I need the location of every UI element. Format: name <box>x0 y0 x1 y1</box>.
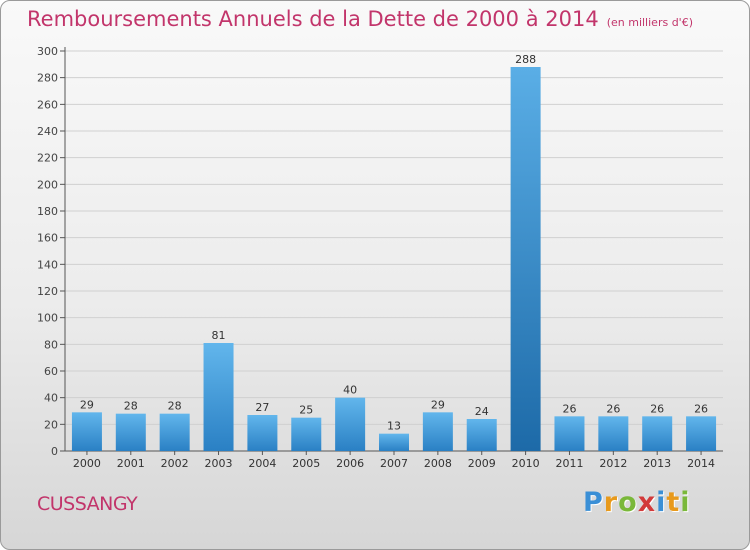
data-label-2008: 29 <box>431 398 445 411</box>
y-tick-label: 40 <box>44 392 58 405</box>
x-tick-label-2003: 2003 <box>205 457 233 470</box>
data-label-2009: 24 <box>475 405 489 418</box>
logo-letter: i <box>656 487 667 518</box>
bar-2007 <box>379 433 409 451</box>
y-tick-label: 180 <box>37 205 58 218</box>
title-text: Remboursements Annuels de la Dette de 20… <box>27 7 599 31</box>
bar-2006 <box>335 397 366 451</box>
data-label-2012: 26 <box>606 402 620 415</box>
bar-2002 <box>159 413 190 451</box>
x-tick-label-2010: 2010 <box>512 457 540 470</box>
bar-2005 <box>291 417 322 451</box>
axes: 0 20 40 60 80 100 120 140 160 180 200 220 240 260 280 3… <box>37 45 723 470</box>
x-tick-label-2007: 2007 <box>380 457 408 470</box>
bar-2009 <box>466 419 497 451</box>
data-label-2013: 26 <box>650 402 664 415</box>
logo-letter: x <box>637 487 657 518</box>
bar-2011 <box>554 416 585 451</box>
bar-2008 <box>422 412 453 451</box>
data-label-2011: 26 <box>562 402 576 415</box>
x-tick-label-2012: 2012 <box>599 457 627 470</box>
x-tick-label-2008: 2008 <box>424 457 452 470</box>
y-tick-label: 0 <box>51 445 58 458</box>
data-label-2014: 26 <box>694 402 708 415</box>
x-tick-label-2011: 2011 <box>555 457 583 470</box>
proxiti-logo: Proxiti <box>583 487 691 518</box>
data-labels: 29 28 28 81 27 25 40 13 29 24 288 26 26 26 26 <box>80 53 708 433</box>
bar-2004 <box>247 415 278 451</box>
y-tick-label: 200 <box>37 178 58 191</box>
logo-letter: P <box>583 487 604 518</box>
data-label-2006: 40 <box>343 384 357 397</box>
logo-letter: i <box>680 487 691 518</box>
data-label-2000: 29 <box>80 398 94 411</box>
y-tick-label: 140 <box>37 258 58 271</box>
data-label-2002: 28 <box>168 400 182 413</box>
bar-2013 <box>642 416 673 451</box>
y-tick-label: 20 <box>44 418 58 431</box>
data-label-2004: 27 <box>255 401 269 414</box>
y-tick-label: 220 <box>37 152 58 165</box>
x-tick-label-2013: 2013 <box>643 457 671 470</box>
y-tick-label: 260 <box>37 98 58 111</box>
grid-lines <box>65 50 723 425</box>
chart-title: Remboursements Annuels de la Dette de 20… <box>27 7 693 31</box>
x-tick-label-2009: 2009 <box>468 457 496 470</box>
data-label-2001: 28 <box>124 400 138 413</box>
data-label-2005: 25 <box>299 404 313 417</box>
data-label-2003: 81 <box>212 329 226 342</box>
x-tick-label-2006: 2006 <box>336 457 364 470</box>
x-tick-label-2001: 2001 <box>117 457 145 470</box>
bar-2001 <box>115 413 146 451</box>
commune-name: CUSSANGY <box>37 493 138 515</box>
logo-letter: o <box>618 487 638 518</box>
chart-subtitle: (en milliers d'€) <box>606 16 693 29</box>
y-tick-label: 300 <box>37 45 58 58</box>
y-tick-label: 280 <box>37 72 58 85</box>
y-tick-label: 120 <box>37 285 58 298</box>
y-tick-label: 60 <box>44 365 58 378</box>
y-tick-label: 80 <box>44 338 58 351</box>
x-tick-label-2000: 2000 <box>73 457 101 470</box>
y-tick-label: 160 <box>37 232 58 245</box>
x-tick-label-2005: 2005 <box>292 457 320 470</box>
logo-letter: t <box>666 487 681 518</box>
bars <box>71 67 717 451</box>
x-tick-label-2002: 2002 <box>161 457 189 470</box>
bar-2012 <box>598 416 629 451</box>
x-tick-label-2004: 2004 <box>248 457 276 470</box>
bar-2003 <box>203 343 234 451</box>
y-tick-label: 100 <box>37 312 58 325</box>
logo-letter: r <box>603 487 619 518</box>
bar-2000 <box>71 412 102 451</box>
bar-2014 <box>686 416 717 451</box>
data-label-2007: 13 <box>387 420 401 433</box>
bar-2010 <box>510 67 541 451</box>
data-label-2010: 288 <box>515 53 536 66</box>
y-tick-label: 240 <box>37 125 58 138</box>
x-tick-label-2014: 2014 <box>687 457 715 470</box>
